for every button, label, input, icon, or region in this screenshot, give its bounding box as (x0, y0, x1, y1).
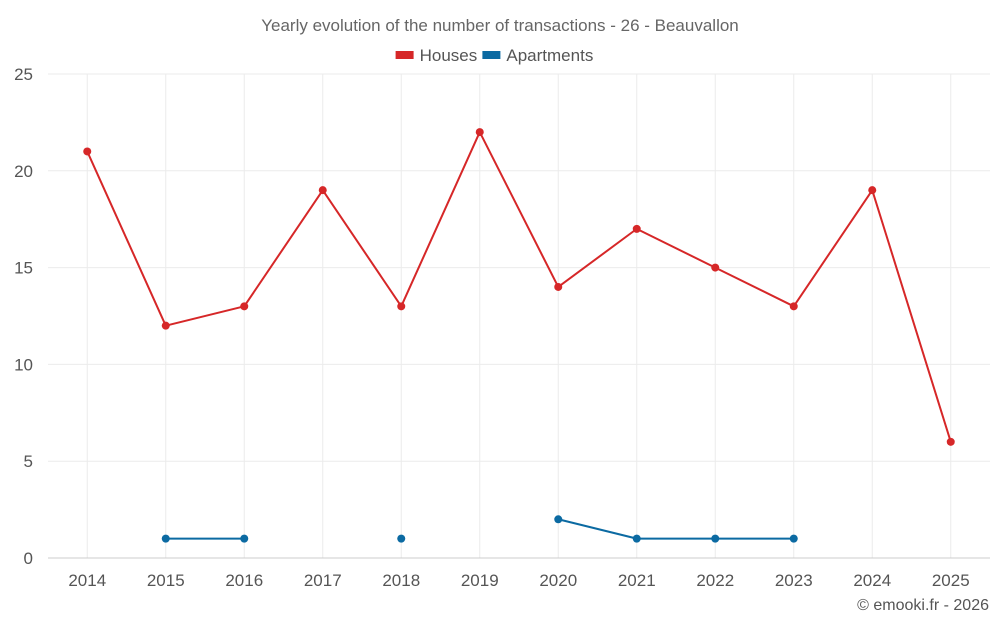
chart-title: Yearly evolution of the number of transa… (261, 16, 739, 35)
apartments-line-segment-1 (558, 518, 794, 540)
houses-point-2016[interactable] (240, 302, 249, 311)
apartments-point-2015[interactable] (161, 534, 170, 543)
apartments-point-2016[interactable] (240, 534, 249, 543)
apartments-point-2021[interactable] (632, 534, 641, 543)
houses-point-2025[interactable] (946, 437, 955, 446)
houses-point-2014[interactable] (83, 147, 92, 156)
legend-item-apartments[interactable]: Apartments (482, 46, 593, 65)
x-tick-label-2018: 2018 (382, 571, 420, 590)
legend-label-apartments: Apartments (506, 46, 593, 65)
legend-swatch-apartments (482, 51, 501, 59)
legend: Houses Apartments (395, 46, 593, 65)
x-tick-label-2022: 2022 (696, 571, 734, 590)
houses-point-2015[interactable] (161, 321, 170, 330)
x-tick-label-2021: 2021 (618, 571, 656, 590)
x-tick-label-2015: 2015 (147, 571, 185, 590)
legend-swatch-houses (395, 51, 414, 59)
series-apartments (161, 515, 798, 543)
series-houses (83, 128, 955, 446)
apartments-point-2018[interactable] (397, 534, 406, 543)
houses-point-2023[interactable] (789, 302, 798, 311)
houses-line-segment-0 (86, 131, 952, 443)
houses-point-2019[interactable] (475, 128, 484, 137)
houses-point-2024[interactable] (868, 186, 877, 195)
y-tick-label-5: 5 (24, 452, 33, 471)
y-tick-label-10: 10 (14, 355, 33, 374)
grid-lines (48, 73, 990, 559)
apartments-point-2023[interactable] (789, 534, 798, 543)
houses-point-2022[interactable] (711, 263, 720, 272)
y-tick-label-15: 15 (14, 259, 33, 278)
legend-item-houses[interactable]: Houses (395, 46, 478, 65)
x-tick-label-2020: 2020 (539, 571, 577, 590)
y-tick-label-20: 20 (14, 162, 33, 181)
x-axis: 2014 2015 2016 2017 2018 2019 2020 2021 2022 2023… (48, 557, 990, 590)
x-tick-label-2023: 2023 (775, 571, 813, 590)
legend-label-houses: Houses (420, 46, 478, 65)
x-tick-label-2014: 2014 (68, 571, 106, 590)
y-tick-label-25: 25 (14, 65, 33, 84)
y-tick-label-0: 0 (24, 549, 33, 568)
series-layer (83, 128, 955, 543)
x-tick-label-2024: 2024 (853, 571, 891, 590)
houses-point-2017[interactable] (318, 186, 327, 195)
x-tick-label-2019: 2019 (461, 571, 499, 590)
apartments-point-2020[interactable] (554, 515, 563, 524)
houses-point-2021[interactable] (632, 224, 641, 233)
houses-point-2020[interactable] (554, 282, 563, 291)
apartments-point-2022[interactable] (711, 534, 720, 543)
x-tick-label-2016: 2016 (225, 571, 263, 590)
y-axis: 0 5 10 15 20 25 (14, 65, 33, 568)
x-tick-label-2025: 2025 (932, 571, 970, 590)
credit-text: © emooki.fr - 2026 (857, 597, 989, 614)
x-tick-label-2017: 2017 (304, 571, 342, 590)
houses-point-2018[interactable] (397, 302, 406, 311)
